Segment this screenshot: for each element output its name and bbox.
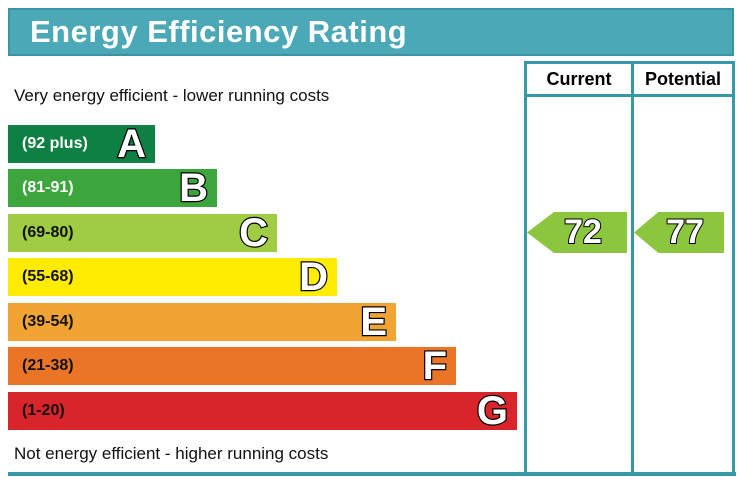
band-bar-b: (81-91) B: [8, 166, 217, 210]
band-range-label-b: (81-91): [22, 179, 74, 196]
current-rating-value: 72: [563, 212, 603, 252]
top-note: Very energy efficient - lower running co…: [14, 86, 330, 105]
potential-column-header: Potential: [644, 68, 721, 89]
band-bar-g: (1-20) G: [8, 389, 517, 433]
band-range-label-a: (92 plus): [22, 135, 88, 152]
band-bar-c: (69-80) C: [8, 211, 277, 255]
table-border-right: [732, 61, 735, 476]
band-letter-c: C: [238, 211, 269, 255]
band-bar-d: (55-68) D: [8, 255, 337, 299]
band-letter-d: D: [298, 255, 329, 299]
band-range-label-d: (55-68): [22, 268, 74, 285]
current-column-header: Current: [546, 68, 612, 89]
band-bar-a: (92 plus) A: [8, 122, 155, 166]
band-letter-g: G: [476, 389, 510, 433]
band-bar-f: (21-38) F: [8, 344, 456, 388]
table-border-top: [524, 61, 735, 64]
title-bar: Energy Efficiency Rating: [8, 8, 734, 56]
header-underline: [524, 94, 735, 97]
band-range-label-e: (39-54): [22, 313, 74, 330]
table-border-middle: [631, 61, 634, 476]
band-letter-b: B: [178, 166, 209, 210]
potential-rating-value: 77: [665, 212, 705, 252]
potential-rating-arrow: 77: [634, 212, 724, 253]
page-title: Energy Efficiency Rating: [30, 14, 408, 49]
band-range-label-f: (21-38): [22, 357, 74, 374]
table-border-left: [524, 61, 527, 476]
band-range-label-g: (1-20): [22, 402, 65, 419]
table-border-bottom: [8, 472, 736, 476]
current-rating-arrow: 72: [527, 212, 627, 253]
band-bar-e: (39-54) E: [8, 300, 396, 344]
band-letter-f: F: [421, 344, 448, 388]
band-range-label-c: (69-80): [22, 224, 74, 241]
band-letter-e: E: [359, 300, 388, 344]
band-letter-a: A: [116, 122, 147, 166]
bottom-note: Not energy efficient - higher running co…: [14, 444, 329, 463]
